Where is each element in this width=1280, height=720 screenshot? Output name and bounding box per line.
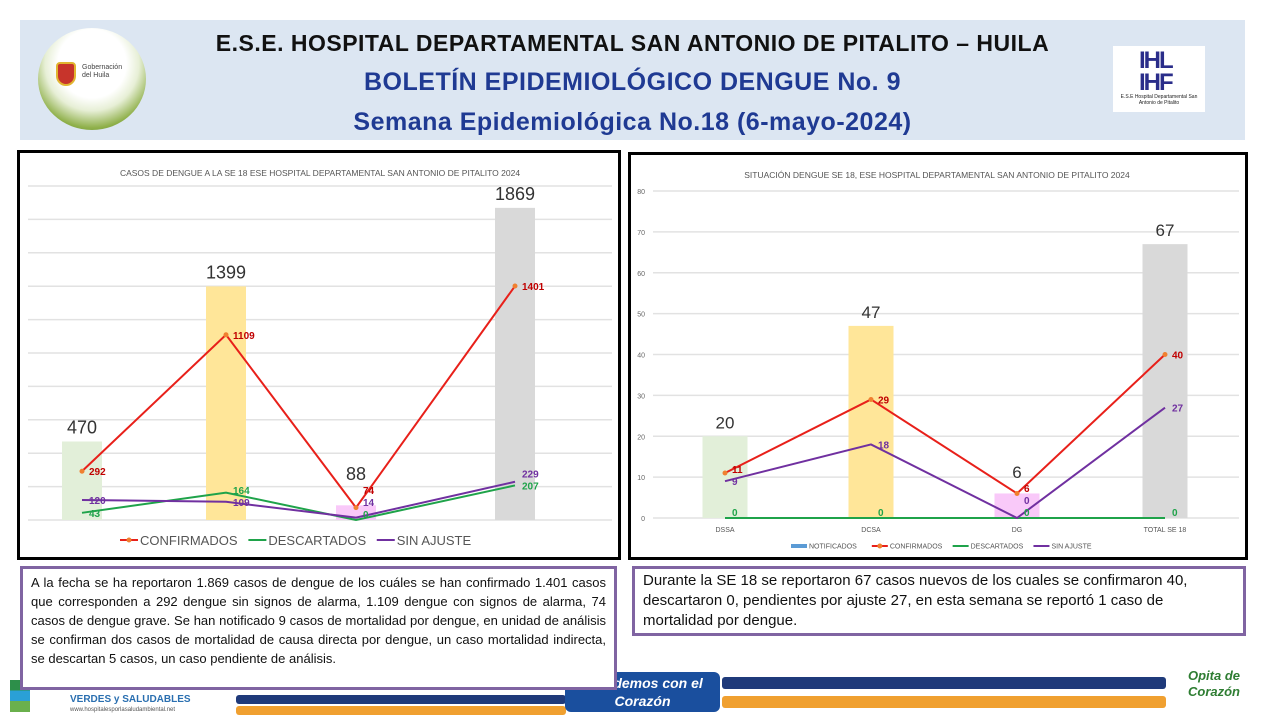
- bar: [206, 286, 246, 520]
- week-summary-text: Durante la SE 18 se reportaron 67 casos …: [632, 566, 1246, 636]
- legend-label: SIN AJUSTE: [1051, 544, 1091, 551]
- bar-value-label: 47: [862, 303, 881, 322]
- data-label: 1401: [522, 282, 545, 293]
- bar: [848, 325, 894, 518]
- series-line-confirmados: [81, 285, 516, 510]
- x-tick-label: TOTAL SE 18: [1144, 527, 1187, 534]
- gobernacion-huila-logo: Gobernación del Huila: [38, 28, 146, 130]
- legend-marker: [126, 537, 132, 543]
- data-label: 0: [732, 508, 738, 519]
- bar-value-label: 1869: [495, 184, 535, 204]
- slogan-logo: Atendemos con el Corazón: [565, 672, 720, 712]
- data-label: 11: [732, 465, 743, 476]
- data-label: 0: [878, 508, 884, 519]
- hospital-logo-text: E.S.E Hospital Departamental San Antonio…: [1120, 94, 1198, 106]
- footer-stripe-blue: [236, 695, 566, 704]
- data-label: 292: [89, 467, 106, 478]
- chart-svg: CASOS DE DENGUE A LA SE 18 ESE HOSPITAL …: [28, 168, 612, 548]
- bar-value-label: 470: [67, 418, 97, 438]
- data-label: 9: [732, 477, 738, 488]
- chart-svg: SITUACIÓN DENGUE SE 18, ESE HOSPITAL DEP…: [637, 170, 1239, 551]
- data-label: 29: [878, 395, 890, 406]
- data-label: 164: [233, 486, 250, 497]
- bar-value-label: 67: [1156, 221, 1175, 240]
- bar: [1142, 244, 1188, 518]
- data-label: 1109: [233, 331, 255, 342]
- data-label: 0: [1172, 508, 1178, 519]
- data-label: 14: [363, 498, 375, 509]
- footer-stripe-orange: [236, 706, 566, 715]
- chart-title: CASOS DE DENGUE A LA SE 18 ESE HOSPITAL …: [120, 168, 520, 178]
- y-tick-label: 40: [637, 353, 645, 360]
- gobernacion-logo-text: Gobernación del Huila: [82, 64, 123, 79]
- y-tick-label: 30: [637, 393, 645, 400]
- data-label: 207: [522, 481, 539, 492]
- y-tick-label: 0: [641, 516, 645, 523]
- footer-stripe-blue: [722, 677, 1166, 689]
- data-marker: [1162, 352, 1168, 357]
- hospital-logo: IHL IHF E.S.E Hospital Departamental San …: [1113, 46, 1205, 112]
- y-tick-label: 20: [637, 434, 645, 441]
- data-marker: [868, 396, 874, 402]
- x-tick-label: DCSA: [861, 527, 881, 534]
- cumulative-summary-text: A la fecha se ha reportaron 1.869 casos …: [20, 566, 617, 690]
- data-marker: [512, 283, 518, 289]
- data-marker: [223, 332, 229, 338]
- bar-value-label: 1399: [206, 262, 246, 282]
- bar: [62, 441, 102, 520]
- bar-value-label: 6: [1012, 463, 1021, 482]
- bulletin-title: BOLETÍN EPIDEMIOLÓGICO DENGUE No. 9: [364, 68, 901, 96]
- data-marker: [1014, 490, 1020, 496]
- bar: [495, 207, 535, 520]
- data-label: 74: [363, 486, 375, 497]
- y-tick-label: 60: [637, 271, 645, 278]
- legend-label: NOTIFICADOS: [809, 544, 857, 551]
- series-line-sin-ajuste: [724, 406, 1166, 520]
- data-marker: [79, 468, 85, 474]
- chart-title: SITUACIÓN DENGUE SE 18, ESE HOSPITAL DEP…: [744, 170, 1130, 180]
- series-line-descartados: [81, 484, 516, 522]
- data-label: 229: [522, 469, 539, 480]
- y-tick-label: 70: [637, 230, 645, 237]
- legend-label: SIN AJUSTE: [397, 533, 472, 548]
- hospital-mark-icon: IHL IHF: [1139, 47, 1174, 96]
- x-tick-label: DSSA: [715, 527, 734, 534]
- header-banner: [20, 20, 1245, 140]
- legend-label: CONFIRMADOS: [890, 544, 943, 551]
- legend-label: CONFIRMADOS: [140, 533, 238, 548]
- week-subtitle: Semana Epidemiológica No.18 (6-mayo-2024…: [353, 108, 912, 136]
- cumulative-cases-chart: CASOS DE DENGUE A LA SE 18 ESE HOSPITAL …: [17, 150, 621, 560]
- y-tick-label: 80: [637, 189, 645, 196]
- data-label: 6: [1024, 484, 1030, 495]
- crest-icon: [56, 62, 76, 86]
- opita-corazon-logo: Opita de Corazón: [1187, 668, 1240, 699]
- data-label: 27: [1172, 404, 1184, 415]
- legend-label: DESCARTADOS: [268, 533, 366, 548]
- y-tick-label: 50: [637, 312, 645, 319]
- data-label: 0: [1024, 508, 1030, 519]
- data-label: 40: [1172, 351, 1184, 362]
- data-label: 43: [89, 509, 101, 520]
- week-situation-chart: SITUACIÓN DENGUE SE 18, ESE HOSPITAL DEP…: [628, 152, 1248, 560]
- data-marker: [722, 470, 728, 476]
- series-line-confirmados: [724, 353, 1166, 495]
- footer-logo-title: VERDES y SALUDABLES: [70, 694, 191, 705]
- bar-value-label: 20: [716, 413, 735, 432]
- data-label: 120: [89, 496, 106, 507]
- data-marker: [353, 505, 359, 511]
- data-label: 109: [233, 498, 250, 509]
- data-label: 0: [1024, 496, 1030, 507]
- hospital-title: E.S.E. HOSPITAL DEPARTAMENTAL SAN ANTONI…: [215, 30, 1050, 56]
- legend-label: DESCARTADOS: [971, 544, 1024, 551]
- footer-logo-url: www.hospitalesporlasaludambiental.net: [70, 707, 176, 713]
- bar-value-label: 88: [346, 464, 366, 484]
- data-label: 18: [878, 440, 890, 451]
- y-tick-label: 10: [637, 475, 645, 482]
- series-line-sin-ajuste: [81, 480, 516, 519]
- legend-marker: [877, 543, 883, 549]
- x-tick-label: DG: [1012, 527, 1023, 534]
- footer-stripe-orange: [722, 696, 1166, 708]
- data-label: 0: [363, 510, 369, 521]
